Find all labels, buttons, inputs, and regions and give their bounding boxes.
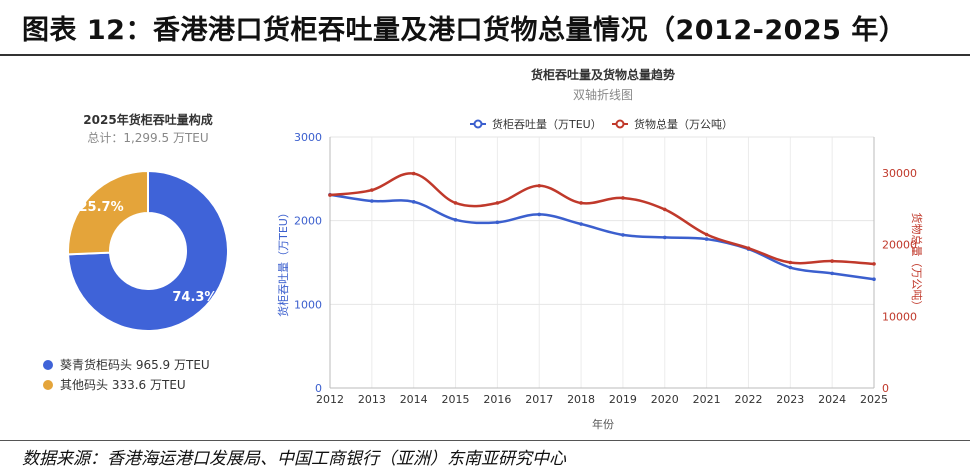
series-point [370,188,374,192]
series-point [453,201,458,205]
x-tick-label: 2019 [609,393,637,406]
donut-legend-label: 葵青货柜码头 965.9 万TEU [60,357,210,372]
y-tick-label-right: 20000 [882,239,917,252]
line-chart-title: 货柜吞吐量及货物总量趋势 [531,67,675,82]
series-point [872,277,876,282]
series-point [370,199,374,203]
y-tick-label-right: 10000 [882,310,917,323]
x-tick-label: 2023 [776,393,804,406]
y-tick-label-left: 1000 [294,298,322,311]
page-title: 图表 12：香港港口货柜吞吐量及港口货物总量情况（2012-2025 年） [22,15,907,46]
line-chart-subtitle: 双轴折线图 [573,87,633,102]
y-tick-label-right: 30000 [882,167,917,180]
x-tick-label: 2021 [693,393,721,406]
series-point [662,207,667,212]
x-tick-label: 2016 [483,393,511,406]
series-point [328,193,332,197]
donut-slice-0 [67,169,229,332]
donut-chart: 2025年货柜吞吐量构成 总计：1,299.5 万TEU 74.3%25.7% … [43,112,229,392]
source-note: 数据来源：香港海运港口发展局、中国工商银行（亚洲）东南亚研究中心 [22,449,566,469]
x-tick-label: 2018 [567,393,595,406]
series-line-1 [329,172,875,266]
x-tick-label: 2025 [860,393,888,406]
legend-point-marker [615,119,625,129]
series-line-0 [329,193,875,281]
series-point [495,220,500,225]
series-point [704,237,709,241]
x-tick-label: 2014 [400,393,428,406]
donut-legend-marker [43,380,53,390]
series-point [788,265,793,270]
series-point [411,171,416,176]
series-point [662,235,667,240]
legend-point-marker [473,119,483,129]
series-point [453,218,458,222]
series-point [621,233,625,237]
x-tick-label: 2015 [442,393,470,406]
x-axis-title: 年份 [592,417,614,431]
series-point [830,271,834,276]
footer-rule [0,440,970,441]
series-point [788,260,793,265]
y-axis-title-right: 货物总量（万公吨） [910,213,924,312]
x-tick-label: 2022 [734,393,762,406]
donut-percent-label: 74.3% [172,290,217,305]
series-point [579,222,583,226]
x-tick-label: 2024 [818,393,846,406]
series-point [704,232,709,237]
y-tick-label-left: 0 [315,382,322,395]
series-point [537,183,542,188]
y-tick-label-left: 3000 [294,131,322,144]
series-point [411,200,416,204]
donut-title: 2025年货柜吞吐量构成 [83,112,212,127]
legend-label: 货物总量（万公吨） [634,117,733,131]
line-chart: 货柜吞吐量及货物总量趋势 双轴折线图 货柜吞吐量（万TEU） 货物总量（万公吨） … [276,67,924,431]
x-tick-label: 2013 [358,393,386,406]
donut-percent-label: 25.7% [79,200,124,215]
donut-legend-label: 其他码头 333.6 万TEU [60,378,186,392]
series-point [830,259,834,263]
legend-label: 货柜吞吐量（万TEU） [492,117,602,131]
series-point [872,262,876,266]
x-tick-label: 2017 [525,393,553,406]
donut-slice-1 [67,169,149,256]
series-point [495,201,500,205]
series-point [621,196,625,200]
series-point [579,201,583,205]
y-tick-label-left: 2000 [294,215,322,228]
series-point [537,212,542,217]
title-rule [0,54,970,56]
x-tick-label: 2020 [651,393,679,406]
y-axis-title-left: 货柜吞吐量（万TEU） [276,207,290,317]
y-tick-label-right: 0 [882,382,889,395]
series-point [746,246,751,250]
donut-legend-marker [43,360,53,370]
x-tick-label: 2012 [316,393,344,406]
donut-subtitle: 总计：1,299.5 万TEU [87,131,208,145]
